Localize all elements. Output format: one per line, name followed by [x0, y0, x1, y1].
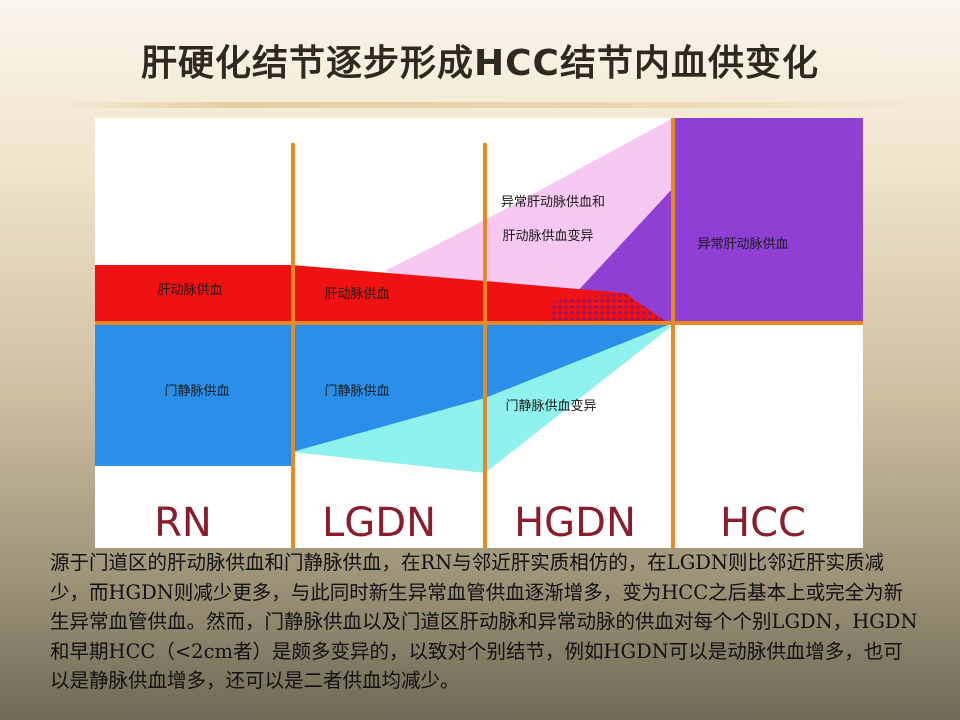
label-abnormal-variation-line1: 异常肝动脉供血和: [501, 195, 605, 210]
label-abnormal-variation-line2: 肝动脉供血变异: [502, 228, 593, 244]
stage-label-lgdn: LGDN: [322, 500, 436, 546]
label-hepatic-artery-rn: 肝动脉供血: [157, 283, 222, 298]
label-portal-vein-variation: 门静脉供血变异: [505, 398, 596, 414]
label-portal-vein-rn: 门静脉供血: [164, 384, 229, 399]
hepatic-artery-region: [95, 265, 665, 321]
artery-overlap-region: [550, 293, 665, 321]
label-hepatic-artery-lgdn: 肝动脉供血: [324, 287, 389, 302]
portal-vein-variation-region: [292, 325, 673, 473]
blood-supply-diagram: 肝动脉供血 肝动脉供血 门静脉供血 门静脉供血 门静脉供血变异 异常肝动脉供血和…: [95, 118, 863, 548]
stage-divider-2: [483, 143, 487, 548]
stage-label-rn: RN: [154, 500, 212, 546]
stage-divider-3: [671, 118, 675, 548]
diagram-svg: 肝动脉供血 肝动脉供血 门静脉供血 门静脉供血 门静脉供血变异 异常肝动脉供血和…: [95, 118, 863, 548]
label-portal-vein-lgdn: 门静脉供血: [324, 384, 389, 399]
title-divider: [55, 102, 935, 108]
label-abnormal-artery-hcc: 异常肝动脉供血: [697, 237, 788, 252]
stage-label-hcc: HCC: [720, 500, 806, 546]
slide-title: 肝硬化结节逐步形成HCC结节内血供变化: [141, 43, 819, 84]
portal-vein-region: [95, 323, 673, 466]
slide-caption: 源于门道区的肝动脉供血和门静脉供血，在RN与邻近肝实质相仿的，在LGDN则比邻近…: [50, 551, 918, 692]
stage-label-hgdn: HGDN: [514, 500, 636, 546]
abnormal-artery-region: [550, 118, 863, 322]
stage-divider-1: [291, 143, 295, 548]
horizontal-divider: [95, 321, 863, 325]
